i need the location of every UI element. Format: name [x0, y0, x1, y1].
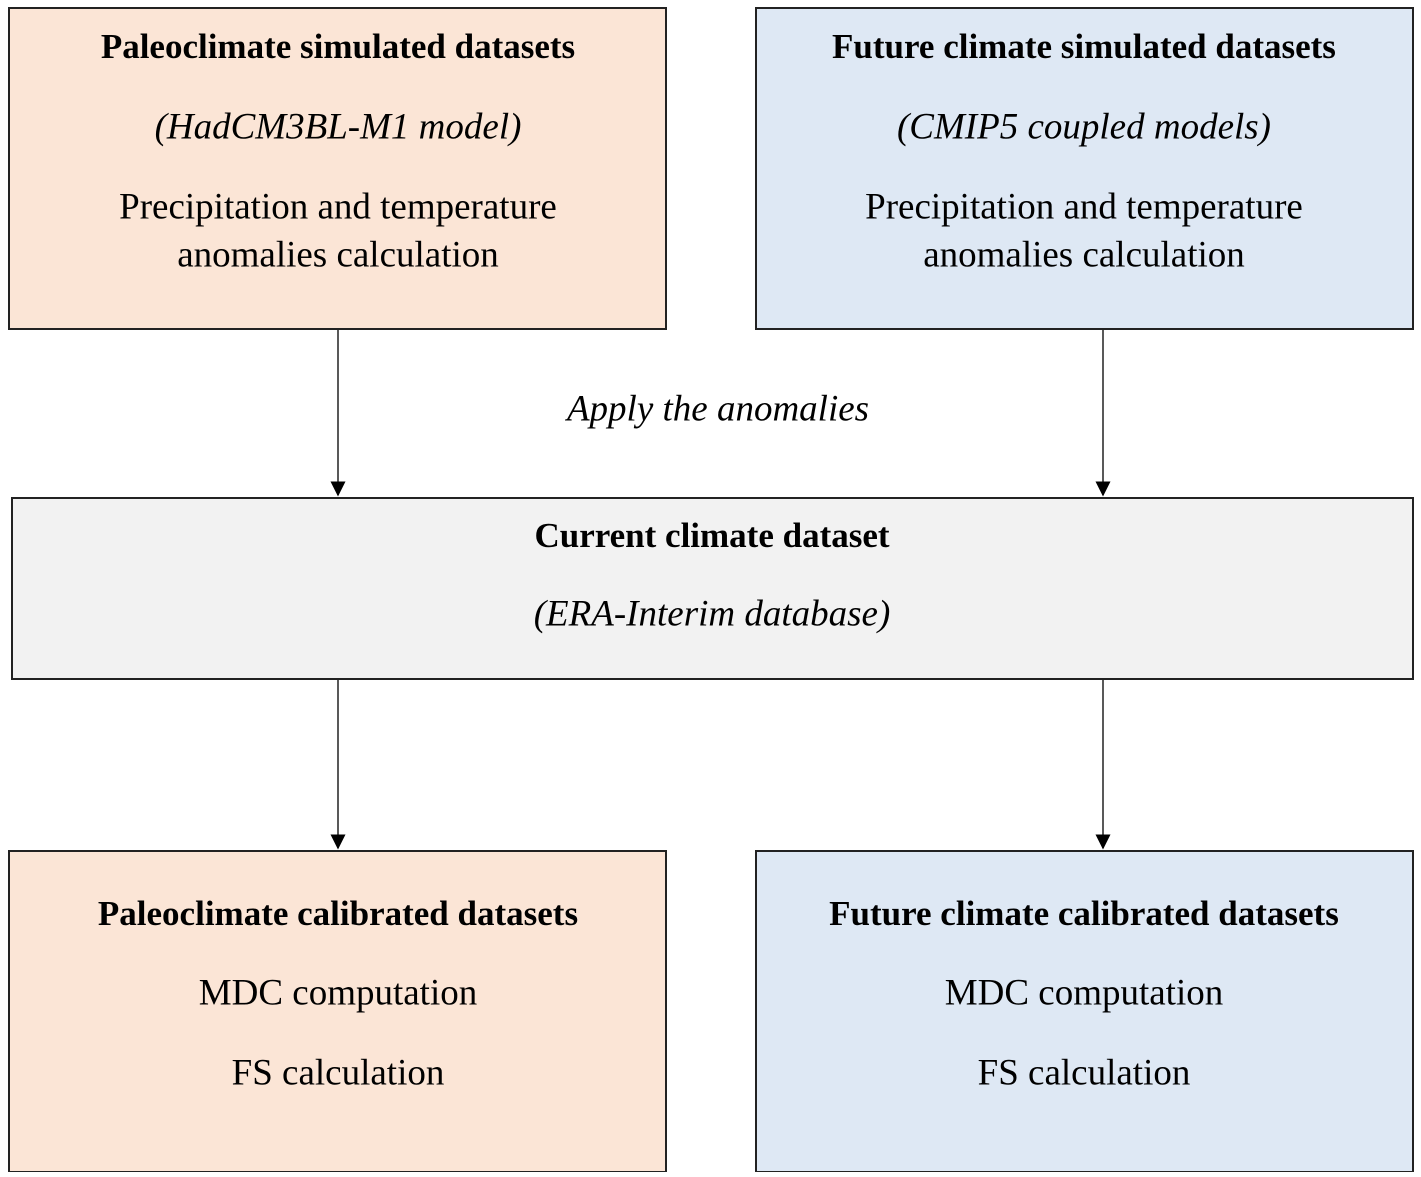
node-title: Current climate dataset	[534, 516, 889, 555]
node-text: MDC computation	[945, 972, 1224, 1013]
box	[11, 497, 1414, 680]
node-text: Precipitation and temperature	[119, 186, 557, 227]
node-text: anomalies calculation	[923, 234, 1245, 275]
box	[755, 850, 1414, 1173]
node-text: (ERA-Interim database)	[534, 593, 891, 634]
node-title: Future climate calibrated datasets	[829, 894, 1339, 933]
edge-label: Apply the anomalies	[564, 388, 869, 429]
node-text: (HadCM3BL-M1 model)	[155, 106, 522, 147]
node-text: FS calculation	[978, 1052, 1191, 1093]
box	[8, 7, 667, 330]
node-title: Future climate simulated datasets	[832, 27, 1336, 66]
node-text: MDC computation	[199, 972, 478, 1013]
box	[8, 850, 667, 1173]
node-text: (CMIP5 coupled models)	[897, 106, 1271, 147]
node-title: Paleoclimate calibrated datasets	[98, 894, 578, 933]
node-text: Precipitation and temperature	[865, 186, 1303, 227]
node-title: Paleoclimate simulated datasets	[101, 27, 575, 66]
box	[755, 7, 1414, 330]
node-text: FS calculation	[232, 1052, 445, 1093]
node-text: anomalies calculation	[177, 234, 499, 275]
